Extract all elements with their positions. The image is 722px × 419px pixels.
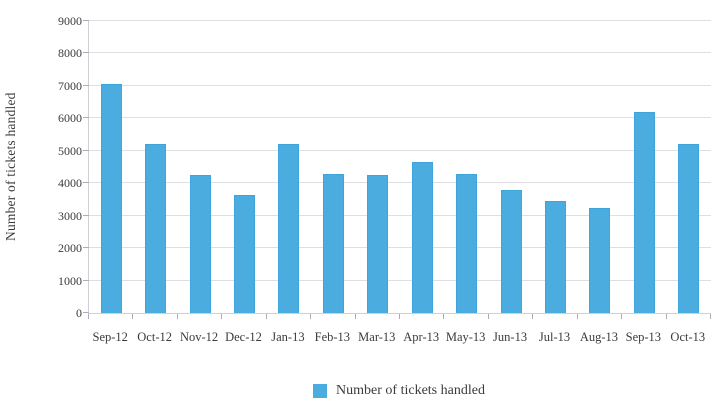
x-axis-labels: Sep-12 Oct-12 Nov-12 Dec-12 Jan-13 Feb-13 Mar-…	[88, 330, 710, 348]
bar-apr-13	[411, 162, 433, 313]
y-axis-tick	[83, 182, 89, 184]
x-tick-label-feb-13: Feb-13	[314, 330, 351, 344]
legend-swatch-icon	[313, 384, 328, 398]
bar-oct-13	[678, 144, 700, 313]
x-axis-tick	[532, 314, 534, 319]
y-tick-label-0: 0	[76, 306, 82, 320]
x-tick-label-dec-12: Dec-12	[225, 330, 262, 344]
x-tick-label-aug-13: Aug-13	[579, 330, 619, 344]
x-tick-label-apr-13: Apr-13	[403, 330, 440, 344]
x-axis-tick	[621, 314, 623, 319]
y-tick-label-4000: 4000	[58, 176, 82, 191]
x-axis-tick	[399, 314, 400, 319]
bar-nov-12	[189, 175, 211, 313]
y-axis-tick	[83, 117, 89, 119]
y-axis-labels: 0 1000 2000 3000 4000 5000 6000 7000 8000 9000	[0, 15, 82, 319]
y-axis-tick	[83, 247, 89, 249]
bar-jul-13	[545, 201, 566, 313]
x-axis-tick	[576, 314, 578, 319]
x-axis-tick	[265, 314, 267, 319]
x-axis-tick	[176, 314, 178, 319]
y-axis-tick	[83, 52, 89, 54]
x-axis-tick	[88, 314, 89, 319]
bar-feb-13	[322, 173, 344, 313]
legend: Number of tickets handled	[88, 383, 710, 399]
y-axis-tick	[83, 84, 89, 86]
x-tick-label-sep-12: Sep-12	[92, 330, 128, 344]
x-axis-tick	[665, 314, 667, 319]
x-tick-label-mar-13: Mar-13	[358, 330, 396, 344]
y-tick-label-5000: 5000	[58, 143, 82, 158]
y-tick-label-1000: 1000	[58, 273, 82, 288]
bar-aug-13	[589, 207, 611, 313]
x-tick-label-nov-12: Nov-12	[179, 330, 219, 344]
x-axis-tick	[221, 314, 223, 319]
x-tick-label-may-13: May-13	[445, 330, 486, 344]
bar-jan-13	[278, 144, 300, 313]
y-tick-label-9000: 9000	[58, 14, 82, 28]
bar-sep-12	[100, 84, 122, 313]
plot-area	[83, 20, 711, 319]
gridline-5000	[89, 149, 711, 151]
gridline-8000	[89, 52, 711, 54]
gridline-9000	[89, 20, 711, 21]
y-tick-label-6000: 6000	[58, 111, 82, 126]
y-axis-tick	[83, 20, 89, 21]
bar-may-13	[456, 173, 478, 313]
bar-oct-12	[145, 144, 167, 313]
x-axis-tick	[310, 314, 312, 319]
y-axis-tick	[83, 149, 89, 151]
x-axis-tick	[132, 314, 134, 319]
legend-label: Number of tickets handled	[336, 383, 485, 398]
x-tick-label-jul-13: Jul-13	[538, 330, 571, 344]
y-tick-label-8000: 8000	[58, 46, 82, 61]
gridline-7000	[89, 84, 711, 86]
x-tick-label-oct-13: Oct-13	[670, 330, 706, 344]
x-axis-tick	[443, 314, 445, 319]
bar-dec-12	[234, 194, 255, 313]
gridline-3000	[89, 214, 711, 216]
x-tick-label-oct-12: Oct-12	[137, 330, 172, 344]
x-axis-tick	[487, 314, 489, 319]
gridline-2000	[89, 247, 711, 249]
gridline-6000	[89, 117, 711, 119]
bar-sep-13	[633, 111, 655, 313]
y-tick-label-2000: 2000	[58, 241, 82, 256]
y-axis-tick	[83, 279, 89, 281]
bar-jun-13	[500, 189, 522, 313]
gridline-1000	[89, 279, 711, 281]
x-tick-label-jan-13: Jan-13	[271, 330, 305, 344]
bar-mar-13	[367, 175, 389, 313]
gridline-4000	[89, 182, 711, 184]
y-tick-label-7000: 7000	[58, 78, 82, 93]
y-axis-tick	[83, 312, 89, 313]
x-axis-tick	[710, 314, 711, 319]
y-axis-tick	[83, 214, 89, 216]
x-tick-label-jun-13: Jun-13	[493, 330, 528, 344]
y-tick-label-3000: 3000	[58, 208, 82, 223]
x-axis-tick	[354, 314, 356, 319]
x-tick-label-sep-13: Sep-13	[625, 330, 662, 344]
